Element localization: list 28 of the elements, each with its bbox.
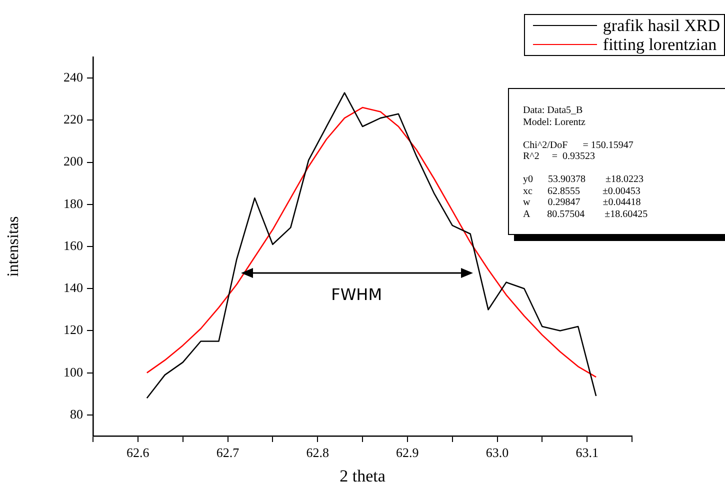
y-tick-label: 160 xyxy=(64,238,83,253)
annotation: FWHM xyxy=(331,284,382,304)
y-tick-label: 100 xyxy=(64,364,83,380)
x-tick-label: 63.0 xyxy=(486,445,509,460)
x-tick-label: 62.9 xyxy=(396,445,419,460)
y-tick-label: 180 xyxy=(64,196,83,211)
annotation: R^2 = 0.93523 xyxy=(523,151,596,162)
y-tick-label: 200 xyxy=(64,154,83,169)
annotation: Chi^2/DoF = 150.15947 xyxy=(523,140,634,151)
x-tick-label: 63.1 xyxy=(576,445,598,460)
annotation: xc 62.8555 ±0.00453 xyxy=(523,186,642,197)
y-tick-label: 240 xyxy=(64,69,83,84)
y-axis-title: intensitas xyxy=(4,216,22,277)
y-tick-label: 120 xyxy=(64,322,83,338)
x-axis-title: 2 theta xyxy=(340,466,386,486)
annotation: Data: Data5_B xyxy=(523,105,584,116)
x-tick-label: 62.6 xyxy=(126,445,150,460)
annotation: w 0.29847 ±0.04418 xyxy=(523,197,642,208)
legend-label: fitting lorentzian xyxy=(602,35,717,54)
y-tick-label: 140 xyxy=(64,280,83,296)
y-tick-label: 220 xyxy=(64,112,83,127)
annotation: Model: Lorentz xyxy=(523,116,586,128)
y-tick-label: 80 xyxy=(70,406,83,422)
legend-label: grafik hasil XRD xyxy=(602,16,720,35)
x-tick-label: 62.8 xyxy=(306,445,329,460)
x-tick-label: 62.7 xyxy=(216,445,240,460)
annotation: A 80.57504 ±18.60425 xyxy=(523,208,649,220)
annotation: y0 53.90378 ±18.0223 xyxy=(523,174,644,186)
